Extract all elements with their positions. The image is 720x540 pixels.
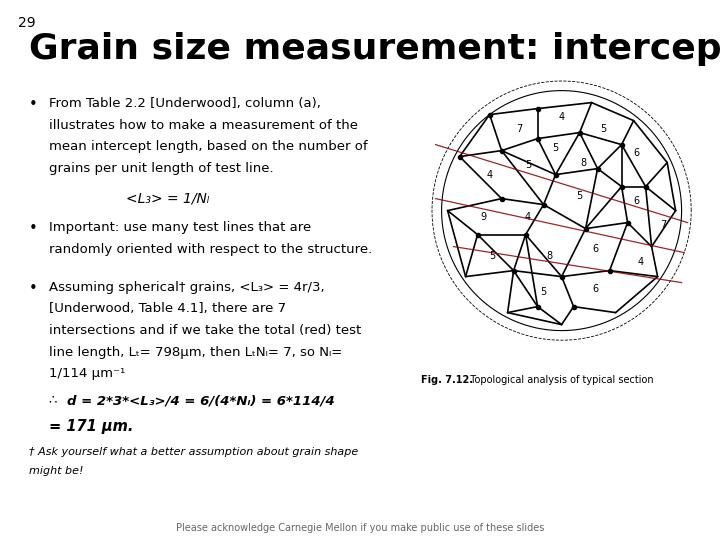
Text: 29: 29: [18, 16, 35, 30]
Text: might be!: might be!: [29, 466, 84, 476]
Text: 7: 7: [516, 124, 523, 134]
Text: Assuming spherical† grains, <L₃> = 4r/3,: Assuming spherical† grains, <L₃> = 4r/3,: [49, 281, 325, 294]
Text: Please acknowledge Carnegie Mellon if you make public use of these slides: Please acknowledge Carnegie Mellon if yo…: [176, 523, 544, 533]
Text: 5: 5: [541, 287, 546, 297]
Text: 4: 4: [487, 170, 492, 180]
Text: mean intercept length, based on the number of: mean intercept length, based on the numb…: [49, 140, 368, 153]
Text: 4: 4: [638, 257, 644, 267]
Text: 8: 8: [580, 158, 586, 167]
Text: 5: 5: [577, 191, 582, 201]
Text: line length, Lₜ= 798μm, then LₜNₗ= 7, so Nₗ=: line length, Lₜ= 798μm, then LₜNₗ= 7, so…: [49, 346, 342, 359]
Text: 6: 6: [633, 196, 639, 206]
Text: 6: 6: [592, 244, 598, 254]
Text: Grain size measurement: intercepts: Grain size measurement: intercepts: [29, 32, 720, 66]
Text: 6: 6: [633, 148, 639, 158]
Text: 5: 5: [489, 251, 495, 261]
Text: 1/114 μm⁻¹: 1/114 μm⁻¹: [49, 367, 125, 380]
Text: = 171 μm.: = 171 μm.: [49, 418, 133, 434]
Text: [Underwood, Table 4.1], there are 7: [Underwood, Table 4.1], there are 7: [49, 302, 286, 315]
Text: From Table 2.2 [Underwood], column (a),: From Table 2.2 [Underwood], column (a),: [49, 97, 321, 110]
Text: 5: 5: [600, 124, 607, 134]
Text: Topological analysis of typical section: Topological analysis of typical section: [464, 375, 654, 386]
Text: <L₃> = 1/Nₗ: <L₃> = 1/Nₗ: [126, 192, 209, 206]
Text: 4: 4: [559, 112, 564, 122]
Text: Important: use many test lines that are: Important: use many test lines that are: [49, 221, 311, 234]
Text: randomly oriented with respect to the structure.: randomly oriented with respect to the st…: [49, 243, 372, 256]
Text: •: •: [29, 97, 37, 112]
Text: illustrates how to make a measurement of the: illustrates how to make a measurement of…: [49, 119, 358, 132]
Text: 8: 8: [546, 251, 553, 261]
Text: 4: 4: [525, 212, 531, 221]
Text: Fig. 7.12.: Fig. 7.12.: [421, 375, 473, 386]
Text: 5: 5: [552, 143, 559, 153]
Text: 7: 7: [660, 220, 667, 230]
Text: 9: 9: [480, 212, 487, 221]
Text: •: •: [29, 221, 37, 237]
Text: 6: 6: [592, 284, 598, 294]
Text: •: •: [29, 281, 37, 296]
Text: d = 2*3*<L₃>/4 = 6/(4*Nₗ) = 6*114/4: d = 2*3*<L₃>/4 = 6/(4*Nₗ) = 6*114/4: [67, 394, 335, 407]
Text: ∴: ∴: [49, 394, 66, 407]
Text: grains per unit length of test line.: grains per unit length of test line.: [49, 162, 274, 175]
Text: † Ask yourself what a better assumption about grain shape: † Ask yourself what a better assumption …: [29, 447, 358, 457]
Text: intersections and if we take the total (red) test: intersections and if we take the total (…: [49, 324, 361, 337]
Text: 5: 5: [525, 160, 531, 170]
